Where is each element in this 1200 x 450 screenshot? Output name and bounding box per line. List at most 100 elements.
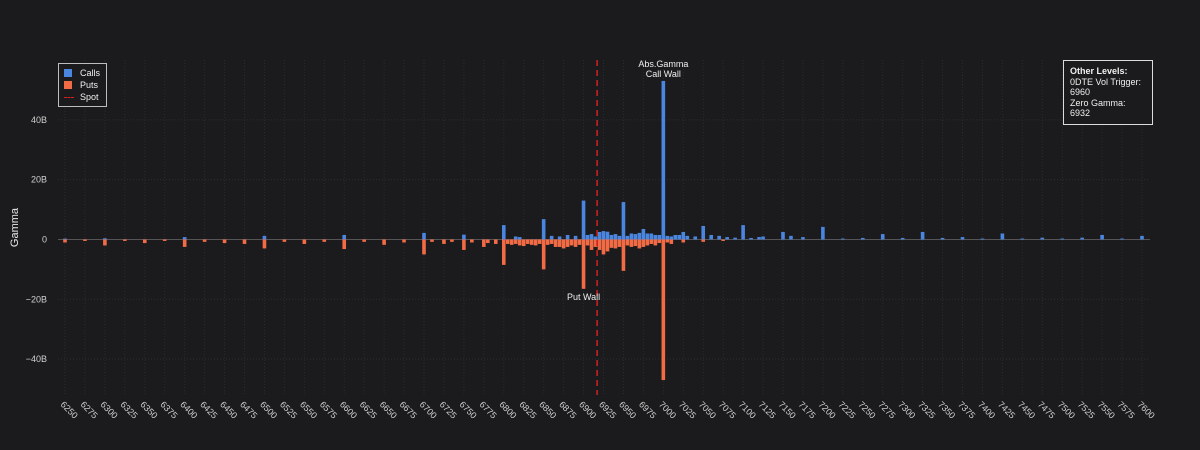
put-bar: [549, 239, 554, 244]
put-bar: [182, 239, 187, 247]
call-bar: [422, 232, 426, 240]
legend-item-puts[interactable]: Puts: [64, 79, 100, 91]
put-bar: [422, 239, 426, 255]
call-bar: [665, 235, 670, 240]
put-bar: [529, 239, 534, 245]
call-bar: [1140, 235, 1144, 240]
call-bar: [733, 237, 737, 240]
put-bar: [533, 239, 538, 246]
x-tick-label: 6725: [438, 399, 459, 420]
x-tick-label: 6900: [577, 399, 598, 420]
put-bar: [541, 239, 546, 270]
x-tick-label: 6925: [597, 399, 618, 420]
put-bar: [569, 239, 574, 246]
put-bar: [486, 239, 490, 244]
put-bar: [262, 239, 267, 249]
put-bar: [593, 239, 598, 247]
put-bar: [701, 239, 706, 242]
put-bar: [430, 239, 434, 242]
call-bar: [605, 231, 610, 240]
call-bar: [645, 233, 650, 240]
put-bar: [162, 239, 167, 241]
x-tick-label: 7575: [1116, 399, 1137, 420]
x-tick-label: 6325: [118, 399, 139, 420]
x-tick-label: 6800: [497, 399, 518, 420]
put-bar: [645, 239, 650, 246]
x-tick-label: 6450: [218, 399, 239, 420]
puts-swatch: [64, 81, 72, 89]
put-bar: [581, 239, 586, 289]
call-bar: [342, 234, 347, 240]
put-bar: [362, 239, 366, 242]
calls-swatch: [64, 69, 72, 77]
x-tick-label: 7325: [916, 399, 937, 420]
legend-label-puts: Puts: [80, 80, 99, 90]
call-bar: [103, 238, 107, 240]
call-bar: [681, 231, 686, 240]
call-bar: [673, 234, 678, 240]
call-bar: [1020, 238, 1025, 240]
other-levels-box: Other Levels: 0DTE Vol Trigger: 6960 Zer…: [1063, 60, 1153, 125]
call-bar: [557, 236, 562, 240]
put-bar: [553, 239, 558, 247]
put-bar: [565, 239, 570, 247]
put-bar: [633, 239, 638, 247]
call-bar: [549, 235, 554, 240]
put-bar: [557, 239, 562, 247]
x-tick-label: 7200: [816, 399, 837, 420]
x-tick-label: 6350: [138, 399, 159, 420]
call-bar: [693, 236, 698, 240]
call-bar: [633, 234, 638, 240]
call-bar: [821, 226, 825, 240]
call-bar: [1040, 237, 1045, 240]
put-bar: [322, 239, 327, 242]
x-tick-label: 6775: [477, 399, 498, 420]
x-tick-label: 6500: [258, 399, 279, 420]
put-bar: [525, 239, 530, 244]
call-bar: [513, 236, 518, 240]
legend-label-spot: Spot: [80, 92, 99, 102]
legend-item-spot[interactable]: Spot: [64, 91, 100, 103]
annotation-label: Abs.Gamma: [638, 59, 688, 69]
put-bar: [509, 239, 514, 245]
x-tick-label: 6825: [517, 399, 538, 420]
put-bar: [482, 239, 486, 247]
put-bar: [342, 239, 347, 250]
spot-swatch: [64, 96, 74, 98]
put-bar: [521, 239, 526, 247]
call-bar: [262, 235, 267, 240]
call-bar: [1060, 238, 1065, 240]
legend[interactable]: Calls Puts Spot: [58, 63, 108, 107]
put-bar: [462, 239, 466, 250]
call-bar: [709, 234, 713, 240]
call-bar: [649, 233, 654, 240]
call-bar: [625, 235, 630, 240]
x-tick-label: 6300: [98, 399, 119, 420]
x-tick-label: 7300: [896, 399, 917, 420]
vol-trigger-level: 0DTE Vol Trigger: 6960: [1070, 76, 1142, 98]
x-tick-label: 7600: [1136, 399, 1157, 420]
put-bar: [597, 239, 602, 250]
call-bar: [601, 231, 606, 240]
x-tick-label: 7525: [1076, 399, 1097, 420]
call-bar: [585, 234, 590, 240]
call-bar: [613, 234, 618, 240]
x-tick-label: 7125: [757, 399, 778, 420]
x-axis: 6250627563006325635063756400642564506475…: [59, 399, 1157, 420]
call-bar: [597, 231, 602, 240]
call-bar: [749, 237, 753, 240]
put-bar: [242, 239, 247, 244]
put-bar: [625, 239, 630, 246]
call-bar: [593, 236, 598, 240]
x-tick-label: 7000: [657, 399, 678, 420]
put-bar: [601, 239, 606, 255]
bars: [63, 80, 1144, 381]
legend-item-calls[interactable]: Calls: [64, 67, 100, 79]
zero-gamma-level: Zero Gamma: 6932: [1070, 97, 1126, 119]
put-bar: [402, 239, 406, 243]
call-bar: [182, 237, 187, 240]
x-tick-label: 6525: [278, 399, 299, 420]
x-tick-label: 7500: [1056, 399, 1077, 420]
x-tick-label: 6875: [557, 399, 578, 420]
